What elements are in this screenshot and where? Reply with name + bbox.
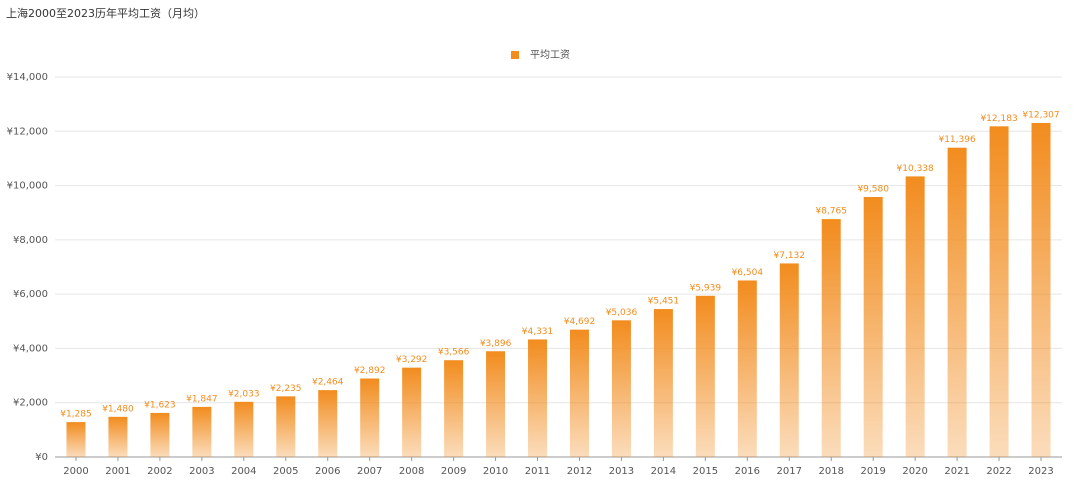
data-label: ¥3,292 xyxy=(396,355,428,365)
bar xyxy=(569,329,589,457)
x-tick-label: 2013 xyxy=(609,466,634,477)
y-tick-label: ¥12,000 xyxy=(7,126,48,137)
x-tick-label: 2023 xyxy=(1028,466,1053,477)
x-tick-label: 2010 xyxy=(483,466,508,477)
bar xyxy=(611,320,631,457)
bar xyxy=(695,295,715,457)
data-label: ¥2,464 xyxy=(312,378,344,388)
data-label: ¥5,451 xyxy=(648,297,680,307)
x-tick-label: 2003 xyxy=(189,466,214,477)
data-label: ¥3,896 xyxy=(480,339,512,349)
x-tick-label: 2001 xyxy=(105,466,130,477)
data-label: ¥1,285 xyxy=(60,410,92,420)
y-tick-label: ¥4,000 xyxy=(13,343,48,354)
data-label: ¥4,331 xyxy=(522,327,554,337)
x-tick-label: 2016 xyxy=(735,466,760,477)
x-tick-label: 2007 xyxy=(357,466,382,477)
data-label: ¥10,338 xyxy=(897,164,934,174)
data-label: ¥2,892 xyxy=(354,366,386,376)
data-label: ¥12,307 xyxy=(1022,110,1059,120)
bar xyxy=(108,416,128,457)
bar xyxy=(821,219,841,457)
data-label: ¥5,939 xyxy=(690,283,722,293)
data-label: ¥8,765 xyxy=(815,207,847,217)
chart-title: 上海2000至2023历年平均工资（月均） xyxy=(6,6,205,20)
bar xyxy=(444,360,464,457)
bar xyxy=(905,176,925,457)
data-label: ¥7,132 xyxy=(774,251,806,261)
data-label: ¥6,504 xyxy=(732,268,764,278)
bar xyxy=(150,412,170,457)
bar xyxy=(192,406,212,457)
x-tick-label: 2005 xyxy=(273,466,298,477)
x-tick-label: 2011 xyxy=(525,466,550,477)
bar xyxy=(528,339,548,457)
data-label: ¥1,847 xyxy=(186,394,218,404)
bar xyxy=(276,396,296,457)
bar xyxy=(1031,122,1051,458)
data-label: ¥4,692 xyxy=(564,317,596,327)
bar xyxy=(360,378,380,457)
bar xyxy=(947,147,967,457)
legend-swatch xyxy=(511,51,519,59)
x-tick-label: 2004 xyxy=(231,466,256,477)
data-label: ¥5,036 xyxy=(606,308,638,318)
bar xyxy=(402,367,422,457)
bar xyxy=(737,280,757,457)
x-tick-label: 2000 xyxy=(63,466,88,477)
data-label: ¥9,580 xyxy=(857,184,889,194)
data-label: ¥2,235 xyxy=(270,384,302,394)
x-tick-label: 2009 xyxy=(441,466,466,477)
x-tick-label: 2019 xyxy=(860,466,885,477)
x-tick-label: 2017 xyxy=(777,466,802,477)
data-label: ¥1,480 xyxy=(102,404,134,414)
bar xyxy=(486,351,506,457)
x-tick-label: 2015 xyxy=(693,466,718,477)
data-label: ¥12,183 xyxy=(980,114,1017,124)
x-tick-label: 2012 xyxy=(567,466,592,477)
data-label: ¥3,566 xyxy=(438,348,470,358)
x-tick-label: 2020 xyxy=(902,466,927,477)
data-label: ¥1,623 xyxy=(144,400,176,410)
bar xyxy=(863,196,883,457)
bar xyxy=(779,263,799,457)
x-tick-label: 2022 xyxy=(986,466,1011,477)
x-tick-label: 2021 xyxy=(944,466,969,477)
bar xyxy=(318,390,338,457)
x-tick-label: 2006 xyxy=(315,466,340,477)
y-tick-label: ¥0 xyxy=(35,452,48,463)
bar xyxy=(989,126,1009,457)
x-tick-label: 2014 xyxy=(651,466,676,477)
bar xyxy=(653,309,673,457)
y-tick-label: ¥8,000 xyxy=(13,235,48,246)
bar xyxy=(234,401,254,457)
data-label: ¥2,033 xyxy=(228,389,260,399)
x-tick-label: 2002 xyxy=(147,466,172,477)
x-tick-label: 2008 xyxy=(399,466,424,477)
y-tick-label: ¥14,000 xyxy=(7,72,48,83)
y-tick-label: ¥6,000 xyxy=(13,289,48,300)
y-tick-label: ¥2,000 xyxy=(13,398,48,409)
x-tick-label: 2018 xyxy=(819,466,844,477)
data-label: ¥11,396 xyxy=(938,135,975,145)
legend-label: 平均工资 xyxy=(530,49,570,61)
bar xyxy=(66,422,86,457)
y-tick-label: ¥10,000 xyxy=(7,181,48,192)
